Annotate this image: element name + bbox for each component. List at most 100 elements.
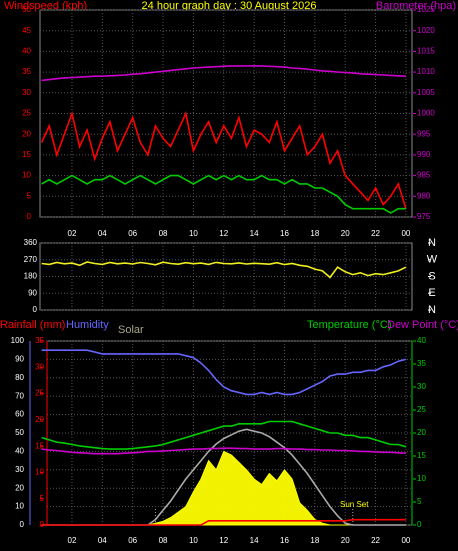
y-tick-label: 10 bbox=[15, 502, 24, 511]
x-tick-label: 08 bbox=[159, 229, 168, 238]
y-tick-label: 980 bbox=[417, 191, 431, 200]
y-tick-label: E bbox=[428, 287, 435, 299]
y-tick-label: 180 bbox=[24, 272, 38, 281]
y-tick-label: S bbox=[428, 270, 435, 282]
x-tick-label: 06 bbox=[128, 229, 137, 238]
y-tick-label: 1025 bbox=[417, 5, 435, 14]
y-tick-label: 975 bbox=[417, 212, 431, 221]
y-tick-label: 40 bbox=[417, 336, 426, 345]
y-axis-label: Windspeed (kph) bbox=[4, 0, 87, 12]
y-tick-label: 40 bbox=[22, 47, 31, 56]
series-line bbox=[41, 518, 406, 526]
y-tick-label: 0 bbox=[27, 212, 32, 221]
chart-title: 24 hour graph day : 30 August 2026 bbox=[142, 0, 317, 12]
y-tick-label: 0 bbox=[20, 520, 25, 529]
series-line bbox=[41, 65, 406, 82]
y-tick-label: 15 bbox=[22, 150, 31, 159]
x-tick-label: 22 bbox=[371, 229, 380, 238]
y-tick-label: 30 bbox=[15, 465, 24, 474]
legend-label: Rainfall (mm) bbox=[0, 319, 65, 331]
y-tick-label: 360 bbox=[24, 238, 38, 247]
y-tick-label: 35 bbox=[35, 336, 44, 345]
x-tick-label: 14 bbox=[250, 229, 259, 238]
y-tick-label: 45 bbox=[22, 26, 31, 35]
y-tick-label: 20 bbox=[22, 129, 31, 138]
x-tick-label: 06 bbox=[128, 536, 137, 545]
y-tick-label: 25 bbox=[417, 405, 426, 414]
y-tick-label: N bbox=[428, 237, 436, 249]
legend-label: Solar bbox=[118, 324, 144, 336]
y-tick-label: 50 bbox=[15, 428, 24, 437]
x-tick-label: 04 bbox=[98, 536, 107, 545]
legend-label: Temperature (°C) bbox=[307, 319, 391, 331]
y-tick-label: 100 bbox=[11, 336, 25, 345]
y-tick-label: 80 bbox=[15, 373, 24, 382]
x-tick-label: 20 bbox=[341, 536, 350, 545]
x-tick-label: 20 bbox=[341, 229, 350, 238]
y-tick-label: 0 bbox=[417, 520, 422, 529]
y-tick-label: 1010 bbox=[417, 67, 435, 76]
y-tick-label: 990 bbox=[417, 150, 431, 159]
y-tick-label: 35 bbox=[22, 67, 31, 76]
series-line bbox=[41, 447, 406, 455]
y-tick-label: 60 bbox=[15, 410, 24, 419]
y-tick-label: 5 bbox=[27, 191, 32, 200]
y-tick-label: 5 bbox=[417, 497, 422, 506]
x-tick-label: 18 bbox=[310, 536, 319, 545]
y-tick-label: 20 bbox=[15, 483, 24, 492]
y-tick-label: 1020 bbox=[417, 26, 435, 35]
y-tick-label: 10 bbox=[35, 468, 44, 477]
y-tick-label: 15 bbox=[35, 441, 44, 450]
y-tick-label: 40 bbox=[15, 447, 24, 456]
y-tick-label: 25 bbox=[22, 109, 31, 118]
y-tick-label: 0 bbox=[33, 305, 38, 314]
y-tick-label: 20 bbox=[35, 415, 44, 424]
y-tick-label: 90 bbox=[15, 355, 24, 364]
x-tick-label: 00 bbox=[401, 229, 410, 238]
x-tick-label: 14 bbox=[250, 536, 259, 545]
y2-axis-label: Barometer (hpa) bbox=[376, 0, 456, 12]
x-tick-label: 02 bbox=[68, 536, 77, 545]
series-line bbox=[41, 349, 407, 396]
y-tick-label: 30 bbox=[417, 382, 426, 391]
legend-label: Humidity bbox=[66, 319, 109, 331]
x-tick-label: 16 bbox=[280, 229, 289, 238]
y-tick-label: 995 bbox=[417, 129, 431, 138]
x-tick-label: 00 bbox=[401, 536, 410, 545]
series-line bbox=[41, 174, 406, 214]
y-tick-label: 10 bbox=[22, 171, 31, 180]
y-tick-label: 50 bbox=[22, 5, 31, 14]
legend-label: Dew Point (°C) bbox=[387, 319, 458, 331]
series-line bbox=[41, 420, 407, 450]
x-tick-label: 10 bbox=[189, 229, 198, 238]
annotation: Sun Set bbox=[340, 500, 369, 509]
x-tick-label: 18 bbox=[310, 229, 319, 238]
x-tick-label: 12 bbox=[219, 229, 228, 238]
y-tick-label: 5 bbox=[40, 494, 45, 503]
series-line bbox=[40, 110, 407, 209]
y-tick-label: 1005 bbox=[417, 88, 435, 97]
y-tick-label: 270 bbox=[24, 255, 38, 264]
y-tick-label: W bbox=[427, 254, 438, 266]
y-tick-label: 35 bbox=[417, 359, 426, 368]
x-tick-label: 12 bbox=[219, 536, 228, 545]
y-tick-label: 10 bbox=[417, 474, 426, 483]
y-tick-label: 90 bbox=[28, 288, 37, 297]
x-tick-label: 08 bbox=[159, 536, 168, 545]
series-line bbox=[41, 261, 407, 279]
y-tick-label: 25 bbox=[35, 389, 44, 398]
y-tick-label: 1000 bbox=[417, 109, 435, 118]
y-tick-label: N bbox=[428, 304, 436, 316]
y-tick-label: 15 bbox=[417, 451, 426, 460]
y-tick-label: 30 bbox=[35, 362, 44, 371]
y-tick-label: 20 bbox=[417, 428, 426, 437]
y-tick-label: 70 bbox=[15, 391, 24, 400]
y-tick-label: 30 bbox=[22, 88, 31, 97]
x-tick-label: 02 bbox=[68, 229, 77, 238]
y-tick-label: 985 bbox=[417, 171, 431, 180]
x-tick-label: 10 bbox=[189, 536, 198, 545]
y-tick-label: 1015 bbox=[417, 47, 435, 56]
x-tick-label: 04 bbox=[98, 229, 107, 238]
x-tick-label: 22 bbox=[371, 536, 380, 545]
